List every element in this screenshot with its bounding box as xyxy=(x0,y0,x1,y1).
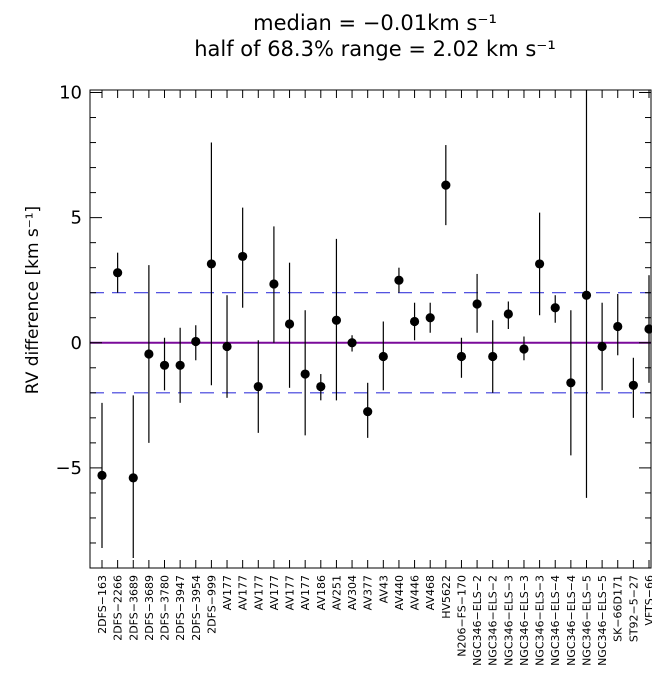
data-point xyxy=(535,259,545,269)
data-point xyxy=(284,319,295,329)
y-tick-label: 0 xyxy=(71,333,82,354)
data-point xyxy=(347,338,357,348)
x-category-label: AV177 xyxy=(252,575,265,610)
data-point xyxy=(581,290,592,300)
x-category-label: NGC346−ELS−4 xyxy=(549,575,562,666)
data-point xyxy=(566,378,576,388)
plot-area xyxy=(90,90,652,568)
data-point xyxy=(409,316,420,327)
data-point xyxy=(300,369,310,379)
x-category-label: 2DFS−999 xyxy=(205,575,218,634)
data-point xyxy=(206,259,216,269)
x-category-label: 2DFS−3689 xyxy=(127,575,140,641)
data-point xyxy=(628,380,638,390)
data-point xyxy=(613,321,623,332)
x-category-label: ST92−5−27 xyxy=(627,575,640,642)
x-category-label: NGC346−ELS−5 xyxy=(596,575,609,666)
data-point xyxy=(503,309,513,319)
data-point xyxy=(519,344,529,354)
y-tick-label: −5 xyxy=(55,458,82,479)
data-point xyxy=(238,251,248,262)
data-point xyxy=(378,351,388,362)
x-category-label: 2DFS−163 xyxy=(96,575,109,634)
x-category-label: AV440 xyxy=(393,575,406,610)
x-category-label: AV177 xyxy=(284,575,297,610)
data-point xyxy=(159,360,170,370)
x-category-label: NGC346−ELS−5 xyxy=(580,575,593,666)
data-point xyxy=(425,313,435,323)
x-category-label: AV304 xyxy=(346,575,359,610)
data-point xyxy=(128,473,138,483)
x-category-label: AV251 xyxy=(330,575,343,610)
x-category-label: NGC346−ELS−2 xyxy=(471,575,484,666)
data-point xyxy=(472,299,482,309)
data-point xyxy=(97,470,107,481)
x-category-label: AV177 xyxy=(237,575,250,610)
x-category-label: NGC346−ELS−3 xyxy=(502,575,515,666)
x-category-label: NGC346−ELS−3 xyxy=(534,575,547,666)
x-category-label: VFTS−66 xyxy=(643,575,652,626)
data-point xyxy=(253,381,263,392)
x-category-label: AV377 xyxy=(362,575,375,610)
data-point xyxy=(394,275,404,285)
x-category-label: AV186 xyxy=(315,575,328,610)
x-category-label: NGC346−ELS−2 xyxy=(487,575,500,666)
x-category-label: NGC346−ELS−4 xyxy=(565,575,578,666)
data-point xyxy=(316,381,326,392)
data-point xyxy=(269,279,279,289)
chart-title-half-range: half of 68.3% range = 2.02 km s⁻¹ xyxy=(194,37,556,61)
chart-title-median: median = −0.01km s⁻¹ xyxy=(253,11,497,35)
x-category-label: 2DFS−3780 xyxy=(159,575,172,641)
y-axis-label: RV difference [km s⁻¹] xyxy=(23,206,43,394)
x-category-label: AV468 xyxy=(424,575,437,610)
x-category-label: HV5622 xyxy=(440,575,453,619)
y-tick-label: 10 xyxy=(59,83,82,104)
x-category-label: AV177 xyxy=(268,575,281,610)
data-point xyxy=(363,406,373,417)
data-point xyxy=(550,303,560,313)
plot-frame xyxy=(89,89,652,569)
data-point xyxy=(488,351,498,362)
x-category-label: 2DFS−2266 xyxy=(112,575,125,641)
x-category-label: SK−66D171 xyxy=(612,575,625,642)
x-category-label: 2DFS−3947 xyxy=(174,575,187,641)
data-point xyxy=(144,349,154,359)
x-category-label: AV177 xyxy=(221,575,234,610)
x-category-label: AV43 xyxy=(377,575,390,603)
data-point xyxy=(441,180,451,190)
data-point xyxy=(597,341,607,352)
data-point xyxy=(456,351,467,362)
x-category-label: AV446 xyxy=(409,575,422,610)
y-tick-label: 5 xyxy=(71,208,82,229)
x-category-label: N206−FS−170 xyxy=(455,575,468,657)
data-point xyxy=(191,336,201,347)
data-point xyxy=(644,324,652,334)
x-category-label: 2DFS−3954 xyxy=(190,575,203,641)
x-category-label: NGC346−ELS−3 xyxy=(518,575,531,666)
data-point xyxy=(222,341,232,352)
data-point xyxy=(175,360,185,370)
data-point xyxy=(331,315,342,325)
x-category-label: AV177 xyxy=(299,575,312,610)
data-point xyxy=(113,268,123,278)
x-category-label: 2DFS−3689 xyxy=(143,575,156,641)
